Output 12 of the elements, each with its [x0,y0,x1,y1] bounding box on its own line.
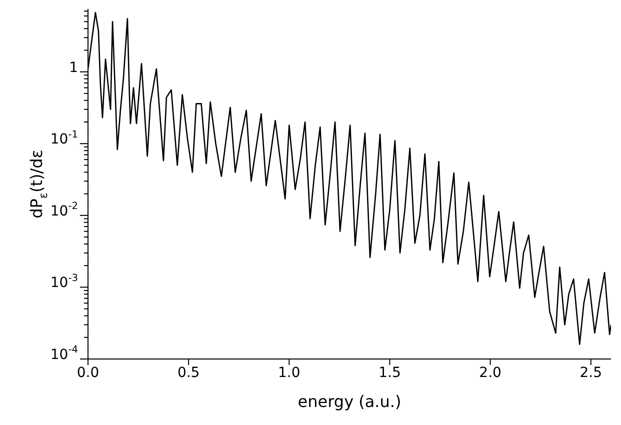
x-axis-title: energy (a.u.) [298,392,402,411]
y-tick-label: 10$^{-2}$ [50,201,78,220]
y-tick-label: 10$^{-4}$ [50,344,78,363]
x-tick-label: 0.5 [177,364,200,381]
x-tick-label: 2.0 [479,364,502,381]
x-tick-label: 1.5 [378,364,401,381]
y-tick-label: 1 [69,60,78,76]
y-tick-label: 10$^{-1}$ [50,129,78,148]
x-tick-label: 2.5 [580,364,602,381]
x-tick-label: 1.0 [278,364,300,381]
x-tick-label: 0.0 [76,364,100,381]
y-tick-label: 10$^{-3}$ [50,272,78,292]
